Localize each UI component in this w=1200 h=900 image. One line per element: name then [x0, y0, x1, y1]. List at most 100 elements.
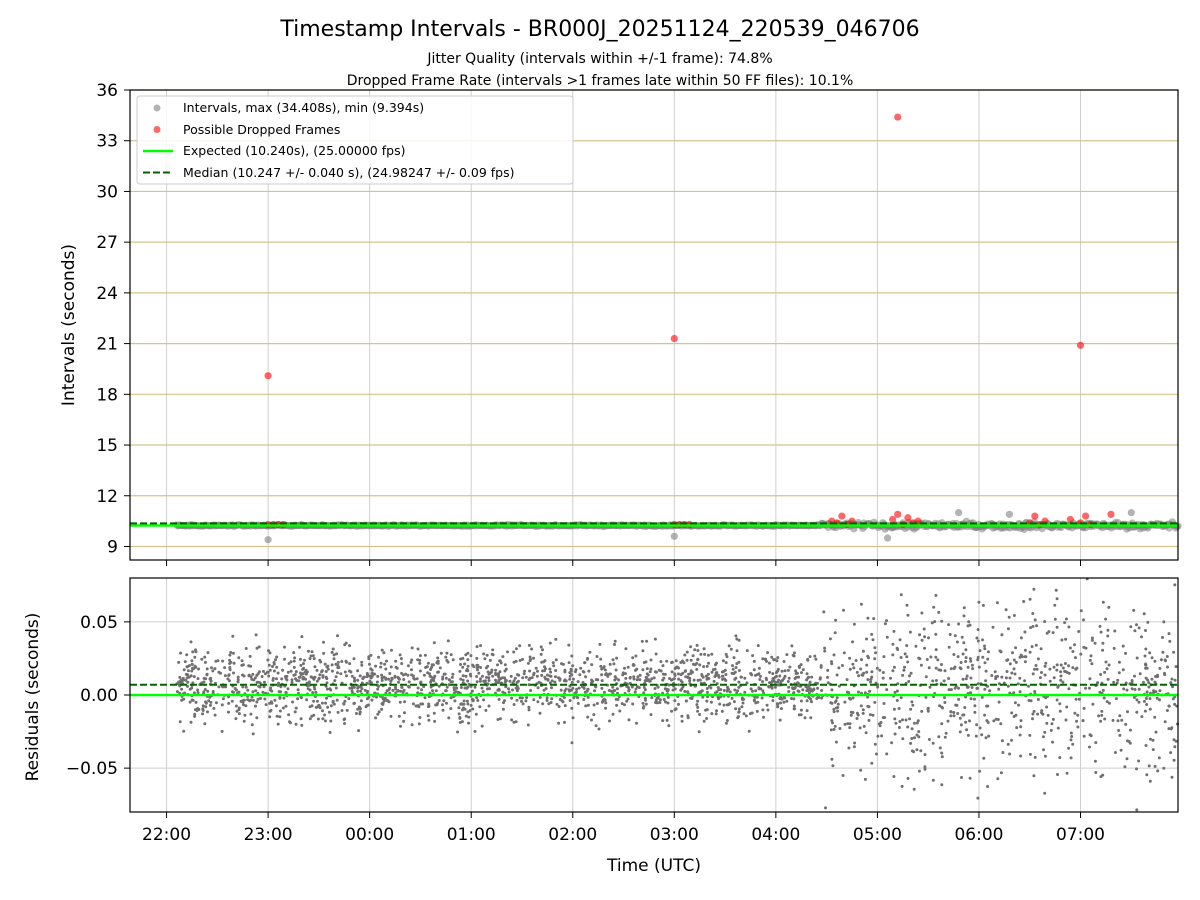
residual-point — [702, 647, 706, 651]
intervals-ytick-label-3: 18 — [96, 385, 118, 405]
residual-point — [1103, 670, 1107, 674]
residual-point — [179, 651, 183, 655]
residual-point — [498, 717, 502, 721]
residual-point — [410, 723, 414, 727]
x-tick-label-2: 00:00 — [345, 825, 394, 845]
residual-point — [560, 699, 564, 703]
residual-point — [740, 705, 744, 709]
residual-point — [205, 673, 209, 677]
residual-point — [221, 659, 225, 663]
residual-point — [1156, 769, 1160, 773]
residual-point — [990, 674, 994, 677]
residual-point — [211, 690, 215, 693]
residual-point — [684, 675, 688, 679]
residual-point — [1133, 688, 1137, 691]
residual-point — [532, 656, 535, 660]
residual-point — [981, 655, 985, 659]
residual-point — [899, 593, 903, 597]
residual-point — [755, 709, 759, 713]
residual-point — [267, 663, 271, 667]
residual-point — [842, 651, 846, 655]
residual-point — [649, 713, 653, 717]
residual-point — [665, 718, 669, 722]
residual-point — [521, 676, 525, 680]
residual-point — [676, 672, 680, 676]
residual-point — [1093, 641, 1097, 645]
residual-point — [595, 655, 599, 658]
residual-point — [615, 687, 619, 691]
residual-point — [885, 752, 889, 756]
residual-point — [1167, 632, 1171, 636]
residual-point — [1150, 656, 1154, 660]
residual-point — [848, 726, 852, 730]
residual-point — [720, 709, 724, 713]
residual-point — [567, 661, 571, 665]
residual-point — [824, 806, 827, 810]
residual-point — [996, 777, 1000, 781]
residual-point — [204, 701, 208, 705]
residual-point — [1098, 624, 1102, 628]
residual-point — [190, 662, 194, 666]
residual-point — [858, 726, 862, 730]
residual-point — [399, 689, 403, 693]
residual-point — [1135, 767, 1138, 771]
residual-point — [1006, 627, 1010, 631]
residual-point — [231, 651, 235, 655]
residual-point — [461, 665, 465, 669]
residual-point — [799, 699, 803, 703]
residual-point — [1121, 668, 1125, 672]
residual-point — [750, 673, 754, 677]
residual-point — [555, 702, 559, 706]
residual-point — [359, 689, 363, 693]
residual-point — [649, 658, 653, 662]
residual-point — [616, 698, 620, 701]
residual-point — [387, 677, 391, 681]
residual-point — [891, 653, 895, 657]
residual-point — [892, 665, 896, 669]
residual-point — [965, 674, 969, 678]
residual-point — [698, 678, 702, 682]
residual-point — [1000, 675, 1004, 679]
residual-point — [334, 686, 338, 690]
residual-point — [1008, 676, 1012, 680]
residual-point — [563, 704, 567, 708]
residual-point — [1093, 759, 1097, 763]
residual-point — [427, 704, 431, 708]
residual-point — [1158, 666, 1162, 670]
residual-point — [461, 674, 465, 678]
residual-point — [312, 699, 316, 703]
residual-point — [549, 701, 553, 704]
x-axis-label: Time (UTC) — [606, 856, 701, 876]
residual-point — [1018, 690, 1022, 694]
residual-point — [1158, 689, 1162, 693]
residual-point — [615, 703, 619, 707]
residual-point — [929, 655, 933, 659]
residual-point — [1058, 709, 1062, 713]
residual-point — [944, 731, 948, 735]
residual-point — [518, 659, 522, 662]
residual-point — [1061, 680, 1065, 684]
residual-point — [859, 602, 863, 606]
residual-point — [465, 699, 469, 703]
residual-point — [914, 644, 918, 648]
residual-point — [343, 670, 347, 674]
residual-point — [467, 715, 471, 719]
residual-point — [293, 656, 297, 660]
dropped-frame-point — [264, 372, 272, 380]
residual-point — [1166, 665, 1169, 669]
residual-point — [995, 601, 999, 605]
residuals-ylabel: Residuals (seconds) — [23, 613, 43, 782]
residual-point — [286, 670, 290, 674]
residual-point — [778, 718, 782, 722]
residual-point — [957, 697, 961, 701]
residual-point — [583, 690, 587, 694]
residual-point — [194, 700, 198, 704]
residual-point — [920, 611, 924, 615]
residual-point — [526, 661, 530, 665]
residual-point — [220, 729, 224, 733]
residual-point — [1054, 588, 1058, 592]
residual-point — [756, 644, 760, 648]
residual-point — [236, 678, 240, 682]
residual-point — [1101, 773, 1105, 777]
residual-point — [1112, 680, 1116, 684]
